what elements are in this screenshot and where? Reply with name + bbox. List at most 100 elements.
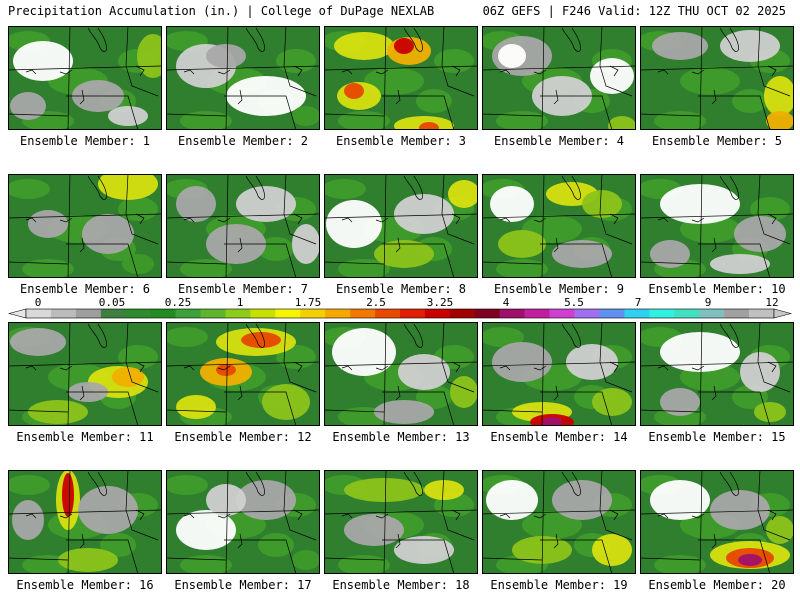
ensemble-member-label: Ensemble Member: 3 [335,134,467,148]
ensemble-member-map [482,322,636,426]
ensemble-member-map [640,26,794,130]
precipitation-map [640,470,794,574]
colorbar-segment [624,309,650,318]
ensemble-member-label: Ensemble Member: 15 [648,430,786,444]
model-valid-time: 06Z GEFS | F246 Valid: 12Z THU OCT 02 20… [482,4,786,18]
colorbar-segment [350,309,376,318]
ensemble-member-map [8,470,162,574]
ensemble-member-label: Ensemble Member: 16 [16,578,154,592]
ensemble-member-map [8,174,162,278]
ensemble-member-label: Ensemble Member: 1 [19,134,151,148]
colorbar-label: 7 [635,296,642,309]
ensemble-member-label: Ensemble Member: 4 [493,134,625,148]
ensemble-member-label: Ensemble Member: 6 [19,282,151,296]
precipitation-map [324,470,478,574]
precipitation-map [640,322,794,426]
colorbar-graphic: 0 0.05 0.25 1 1.75 2.5 3.25 4 5.5 7 9 12 [8,296,792,319]
colorbar-label: 1 [237,296,244,309]
colorbar: 0 0.05 0.25 1 1.75 2.5 3.25 4 5.5 7 9 12 [8,296,792,320]
precipitation-map [324,26,478,130]
precipitation-map [166,26,320,130]
ensemble-member-map [8,26,162,130]
colorbar-segment [250,309,276,318]
precipitation-map [482,470,636,574]
precipitation-map [482,26,636,130]
colorbar-segment [749,309,775,318]
colorbar-segment [200,309,226,318]
colorbar-segment [424,309,451,318]
precipitation-map [482,322,636,426]
colorbar-segment [75,309,102,318]
ensemble-member-map [640,174,794,278]
ensemble-member-map [640,470,794,574]
colorbar-segment [499,309,525,318]
ensemble-member-map [640,322,794,426]
map-title: Precipitation Accumulation (in.) | Colle… [8,4,435,18]
ensemble-member-label: Ensemble Member: 13 [332,430,470,444]
colorbar-segment [599,309,625,318]
colorbar-segment [699,309,725,318]
colorbar-label: 2.5 [366,296,386,309]
colorbar-label: 3.25 [427,296,454,309]
ensemble-member-label: Ensemble Member: 19 [490,578,628,592]
colorbar-segment [474,309,501,318]
colorbar-segment [175,309,201,318]
precipitation-map [640,26,794,130]
colorbar-label: 0.25 [165,296,192,309]
colorbar-segment [225,309,251,318]
colorbar-label: 0.05 [99,296,126,309]
colorbar-segment [524,309,550,318]
ensemble-member-map [166,470,320,574]
ensemble-member-map [324,470,478,574]
ensemble-member-map [166,174,320,278]
ensemble-member-label: Ensemble Member: 10 [648,282,786,296]
ensemble-member-label: Ensemble Member: 7 [177,282,309,296]
ensemble-member-map [8,322,162,426]
colorbar-label: 0 [35,296,42,309]
ensemble-member-label: Ensemble Member: 8 [335,282,467,296]
colorbar-segment [375,309,401,318]
ensemble-member-map [482,470,636,574]
colorbar-segment [275,309,301,318]
ensemble-member-label: Ensemble Member: 9 [493,282,625,296]
precipitation-map [8,322,162,426]
colorbar-segment [325,309,351,318]
colorbar-segment [724,309,750,318]
colorbar-segment [125,309,151,318]
colorbar-segment [26,309,52,318]
colorbar-segment [300,309,326,318]
precipitation-map [8,174,162,278]
ensemble-member-map [166,26,320,130]
ensemble-member-label: Ensemble Member: 11 [16,430,154,444]
ensemble-member-label: Ensemble Member: 5 [651,134,783,148]
colorbar-segment [674,309,700,318]
colorbar-segment [549,309,575,318]
colorbar-label: 1.75 [295,296,322,309]
ensemble-member-map [482,174,636,278]
ensemble-member-label: Ensemble Member: 17 [174,578,312,592]
colorbar-segment [150,309,176,318]
ensemble-member-label: Ensemble Member: 18 [332,578,470,592]
colorbar-segment [449,309,476,318]
ensemble-member-label: Ensemble Member: 14 [490,430,628,444]
precipitation-map [166,174,320,278]
colorbar-segment [50,309,77,318]
precipitation-map [482,174,636,278]
colorbar-label: 5.5 [564,296,584,309]
precipitation-map [640,174,794,278]
colorbar-segment [400,309,426,318]
colorbar-label: 4 [503,296,510,309]
precipitation-map [324,174,478,278]
precipitation-map [8,26,162,130]
colorbar-segment [100,309,127,318]
colorbar-label: 12 [765,296,778,309]
precipitation-map [166,322,320,426]
colorbar-segment [574,309,600,318]
ensemble-member-label: Ensemble Member: 2 [177,134,309,148]
colorbar-segment [649,309,675,318]
precipitation-map [324,322,478,426]
ensemble-member-label: Ensemble Member: 12 [174,430,312,444]
precipitation-map [166,470,320,574]
ensemble-member-label: Ensemble Member: 20 [648,578,786,592]
ensemble-member-map [324,322,478,426]
